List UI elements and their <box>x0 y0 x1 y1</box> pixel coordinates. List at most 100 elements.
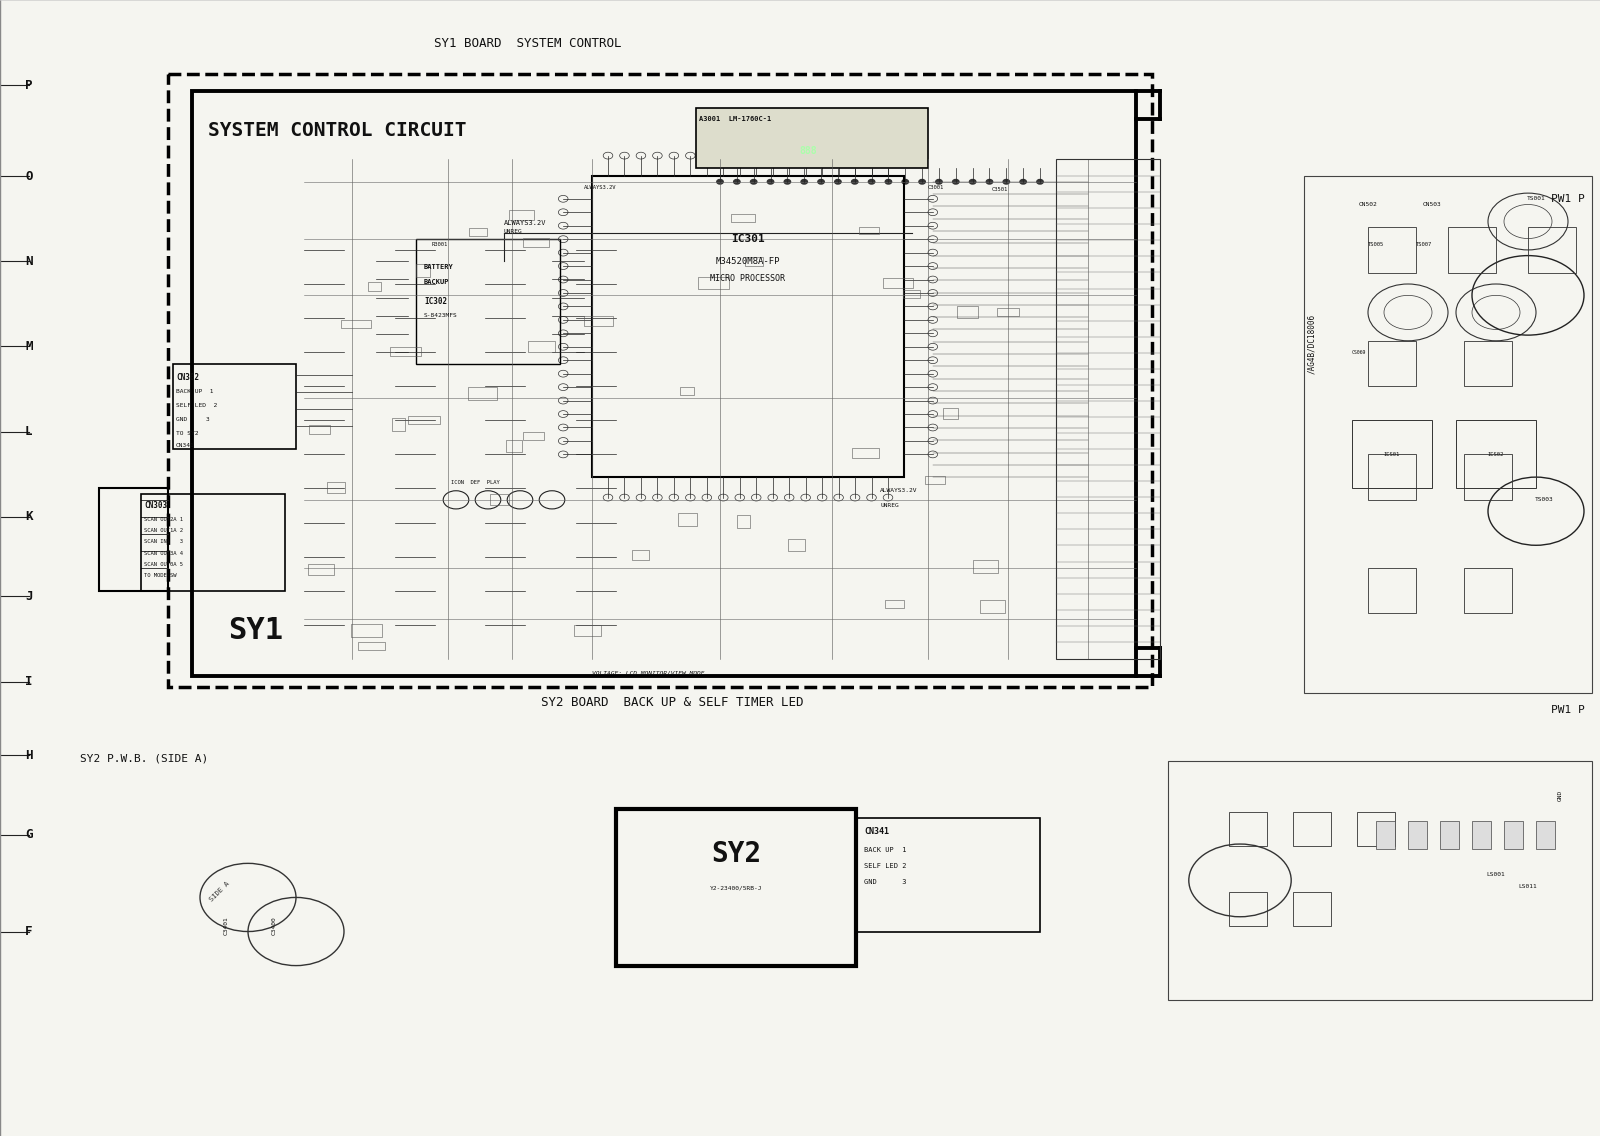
Bar <box>1368 227 1416 273</box>
Circle shape <box>970 179 976 184</box>
Bar <box>192 91 1136 676</box>
Bar <box>1368 454 1416 500</box>
Bar <box>584 317 613 326</box>
Bar <box>1352 420 1432 488</box>
Bar <box>1448 227 1496 273</box>
Text: UNREG: UNREG <box>504 229 523 234</box>
Text: CN341: CN341 <box>176 443 195 448</box>
Text: LS001: LS001 <box>1486 872 1506 877</box>
Text: IC301: IC301 <box>731 234 765 243</box>
Bar <box>358 642 386 650</box>
Text: BACKUP: BACKUP <box>424 278 450 285</box>
Text: R3001: R3001 <box>432 242 448 247</box>
Text: SY1: SY1 <box>229 616 283 645</box>
Text: GND: GND <box>1557 790 1563 801</box>
Bar <box>616 809 856 966</box>
Bar <box>738 515 750 528</box>
Text: C3501: C3501 <box>992 187 1008 192</box>
Text: SCAN OUT0A 5: SCAN OUT0A 5 <box>144 562 182 567</box>
Bar <box>904 290 920 298</box>
Text: SCAN OUT3A 4: SCAN OUT3A 4 <box>144 551 182 556</box>
Bar <box>1304 176 1592 693</box>
Text: SELF LED  2: SELF LED 2 <box>176 403 218 408</box>
Bar <box>942 408 958 419</box>
Text: G: G <box>26 828 32 842</box>
Text: C3400: C3400 <box>272 917 277 935</box>
Circle shape <box>818 179 824 184</box>
Bar <box>416 264 430 277</box>
Text: BATTERY: BATTERY <box>424 264 454 270</box>
Bar <box>326 483 346 493</box>
Bar <box>173 364 296 449</box>
Circle shape <box>734 179 741 184</box>
Bar <box>1368 341 1416 386</box>
Bar <box>787 540 805 551</box>
Text: GND      3: GND 3 <box>864 878 907 885</box>
Text: TS003: TS003 <box>1534 498 1554 502</box>
Text: LS011: LS011 <box>1518 884 1538 888</box>
Text: O: O <box>26 169 32 183</box>
Circle shape <box>1003 179 1010 184</box>
Bar <box>1229 812 1267 846</box>
Bar <box>981 600 1005 612</box>
Text: /AG4B/DC18006: /AG4B/DC18006 <box>1307 314 1317 374</box>
Text: K: K <box>26 510 32 524</box>
Bar <box>99 488 168 591</box>
Text: SELF LED 2: SELF LED 2 <box>864 862 907 869</box>
Bar <box>973 560 998 573</box>
Bar <box>490 494 509 504</box>
Bar <box>469 228 486 236</box>
Bar <box>509 210 533 220</box>
Text: N: N <box>26 254 32 268</box>
Text: M34520M8A-FP: M34520M8A-FP <box>715 257 781 266</box>
Text: P: P <box>26 78 32 92</box>
Text: TO MODE SW: TO MODE SW <box>144 574 176 578</box>
Bar <box>851 449 880 458</box>
Circle shape <box>885 179 891 184</box>
Text: SY2: SY2 <box>710 841 762 868</box>
Bar <box>1376 821 1395 849</box>
Bar <box>677 512 698 526</box>
Bar <box>1504 821 1523 849</box>
Text: S-8423MFS: S-8423MFS <box>424 314 458 318</box>
Text: SY2 BOARD  BACK UP & SELF TIMER LED: SY2 BOARD BACK UP & SELF TIMER LED <box>541 695 803 709</box>
Bar <box>997 308 1019 317</box>
Text: SIDE A: SIDE A <box>208 880 230 903</box>
Bar <box>712 133 904 165</box>
Bar <box>574 625 600 636</box>
Text: 888: 888 <box>798 147 818 156</box>
Bar <box>1293 812 1331 846</box>
Bar <box>1056 159 1160 659</box>
Text: F: F <box>26 925 32 938</box>
Text: PW1 P: PW1 P <box>1550 194 1586 203</box>
Bar <box>1464 454 1512 500</box>
Circle shape <box>835 179 842 184</box>
Bar <box>408 416 440 424</box>
Text: SY2 P.W.B. (SIDE A): SY2 P.W.B. (SIDE A) <box>80 754 208 763</box>
Bar <box>1472 821 1491 849</box>
Bar <box>1293 892 1331 926</box>
Text: TS001: TS001 <box>1526 197 1546 201</box>
Text: L: L <box>26 425 32 438</box>
Text: BACK UP  1: BACK UP 1 <box>176 390 213 394</box>
Text: CS069: CS069 <box>1352 350 1366 354</box>
Circle shape <box>750 179 757 184</box>
Text: MICRO PROCESSOR: MICRO PROCESSOR <box>710 274 786 283</box>
Text: SCAN OUT1A 2: SCAN OUT1A 2 <box>144 528 182 533</box>
Text: IC302: IC302 <box>424 296 446 306</box>
Bar <box>696 108 928 168</box>
Text: GND     3: GND 3 <box>176 417 210 421</box>
Circle shape <box>936 179 942 184</box>
Text: BACK UP  1: BACK UP 1 <box>864 846 907 853</box>
Bar <box>1536 821 1555 849</box>
Text: Y2-23400/5RB-J: Y2-23400/5RB-J <box>710 886 762 891</box>
Bar <box>925 476 944 484</box>
Text: ICS02: ICS02 <box>1488 452 1504 457</box>
Text: TO SY2: TO SY2 <box>176 432 198 436</box>
Text: ALWAYS3.2V: ALWAYS3.2V <box>504 219 547 226</box>
Text: H: H <box>26 749 32 762</box>
Bar <box>1408 821 1427 849</box>
Circle shape <box>986 179 992 184</box>
Bar <box>1357 812 1395 846</box>
Circle shape <box>918 179 925 184</box>
